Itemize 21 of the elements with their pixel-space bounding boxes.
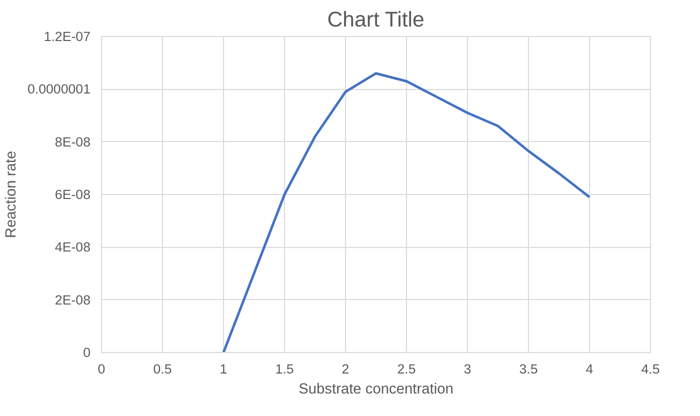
y-tick-label: 0 [83,345,91,360]
line-series [222,72,591,352]
x-tick-label: 1.5 [275,362,294,376]
x-tick-label: 3 [464,362,472,376]
chart-title: Chart Title [327,8,424,32]
y-tick-label: 2E-08 [54,292,91,308]
x-tick-label: 1 [220,362,228,376]
y-tick-label: 4E-08 [54,240,91,255]
x-axis-title: Substrate concentration [298,382,454,398]
y-tick-label: 0.0000001 [27,82,91,97]
x-tick-label: 2 [342,362,350,376]
y-tick-label: 8E-08 [54,134,91,150]
x-tick-label: 0 [98,362,106,376]
x-tick-label: 3.5 [519,362,538,376]
y-tick-label: 1.2E-07 [44,29,91,44]
x-tick-label: 4.5 [641,362,660,376]
x-tick-label: 0.5 [153,362,172,376]
x-tick-label: 4 [586,362,594,376]
y-tick-label: 6E-08 [54,187,91,202]
y-axis-title: Reaction rate [3,150,20,238]
x-tick-label: 2.5 [397,362,416,376]
